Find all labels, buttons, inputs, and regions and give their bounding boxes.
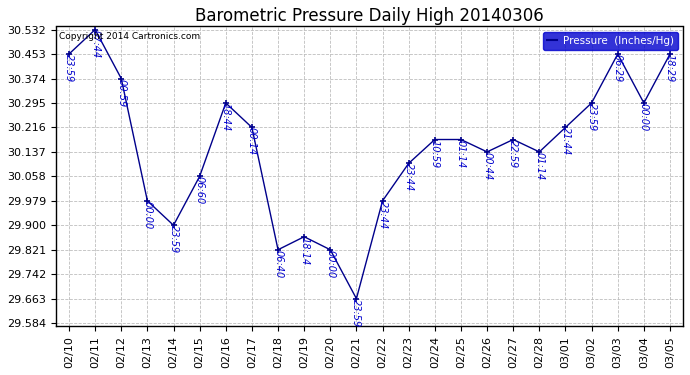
- Text: 23:59: 23:59: [351, 298, 362, 327]
- Text: Copyright 2014 Cartronics.com: Copyright 2014 Cartronics.com: [59, 33, 200, 42]
- Text: 18:14: 18:14: [299, 237, 309, 265]
- Text: 00:00: 00:00: [639, 103, 649, 131]
- Text: 00:00: 00:00: [325, 250, 335, 278]
- Text: 10:59: 10:59: [430, 140, 440, 168]
- Text: 01:14: 01:14: [534, 152, 544, 180]
- Text: 22:59: 22:59: [509, 140, 518, 168]
- Text: 23:59: 23:59: [586, 103, 597, 131]
- Title: Barometric Pressure Daily High 20140306: Barometric Pressure Daily High 20140306: [195, 7, 544, 25]
- Text: 23:59: 23:59: [64, 54, 74, 82]
- Text: 21:44: 21:44: [560, 128, 571, 156]
- Text: 00:59: 00:59: [116, 78, 126, 107]
- Legend: Pressure  (Inches/Hg): Pressure (Inches/Hg): [543, 32, 678, 50]
- Text: 18:29: 18:29: [665, 54, 675, 82]
- Text: 06:29: 06:29: [613, 54, 623, 82]
- Text: 23:44: 23:44: [404, 164, 414, 192]
- Text: 23:44: 23:44: [377, 201, 388, 229]
- Text: 00:44: 00:44: [482, 152, 492, 180]
- Text: 18:44: 18:44: [221, 103, 230, 131]
- Text: 00:00: 00:00: [142, 201, 152, 229]
- Text: 01:14: 01:14: [456, 140, 466, 168]
- Text: 23:59: 23:59: [168, 225, 179, 254]
- Text: 07:44: 07:44: [90, 30, 100, 58]
- Text: 00:14: 00:14: [247, 128, 257, 156]
- Text: 06:40: 06:40: [273, 250, 283, 278]
- Text: 06:60: 06:60: [195, 176, 205, 205]
